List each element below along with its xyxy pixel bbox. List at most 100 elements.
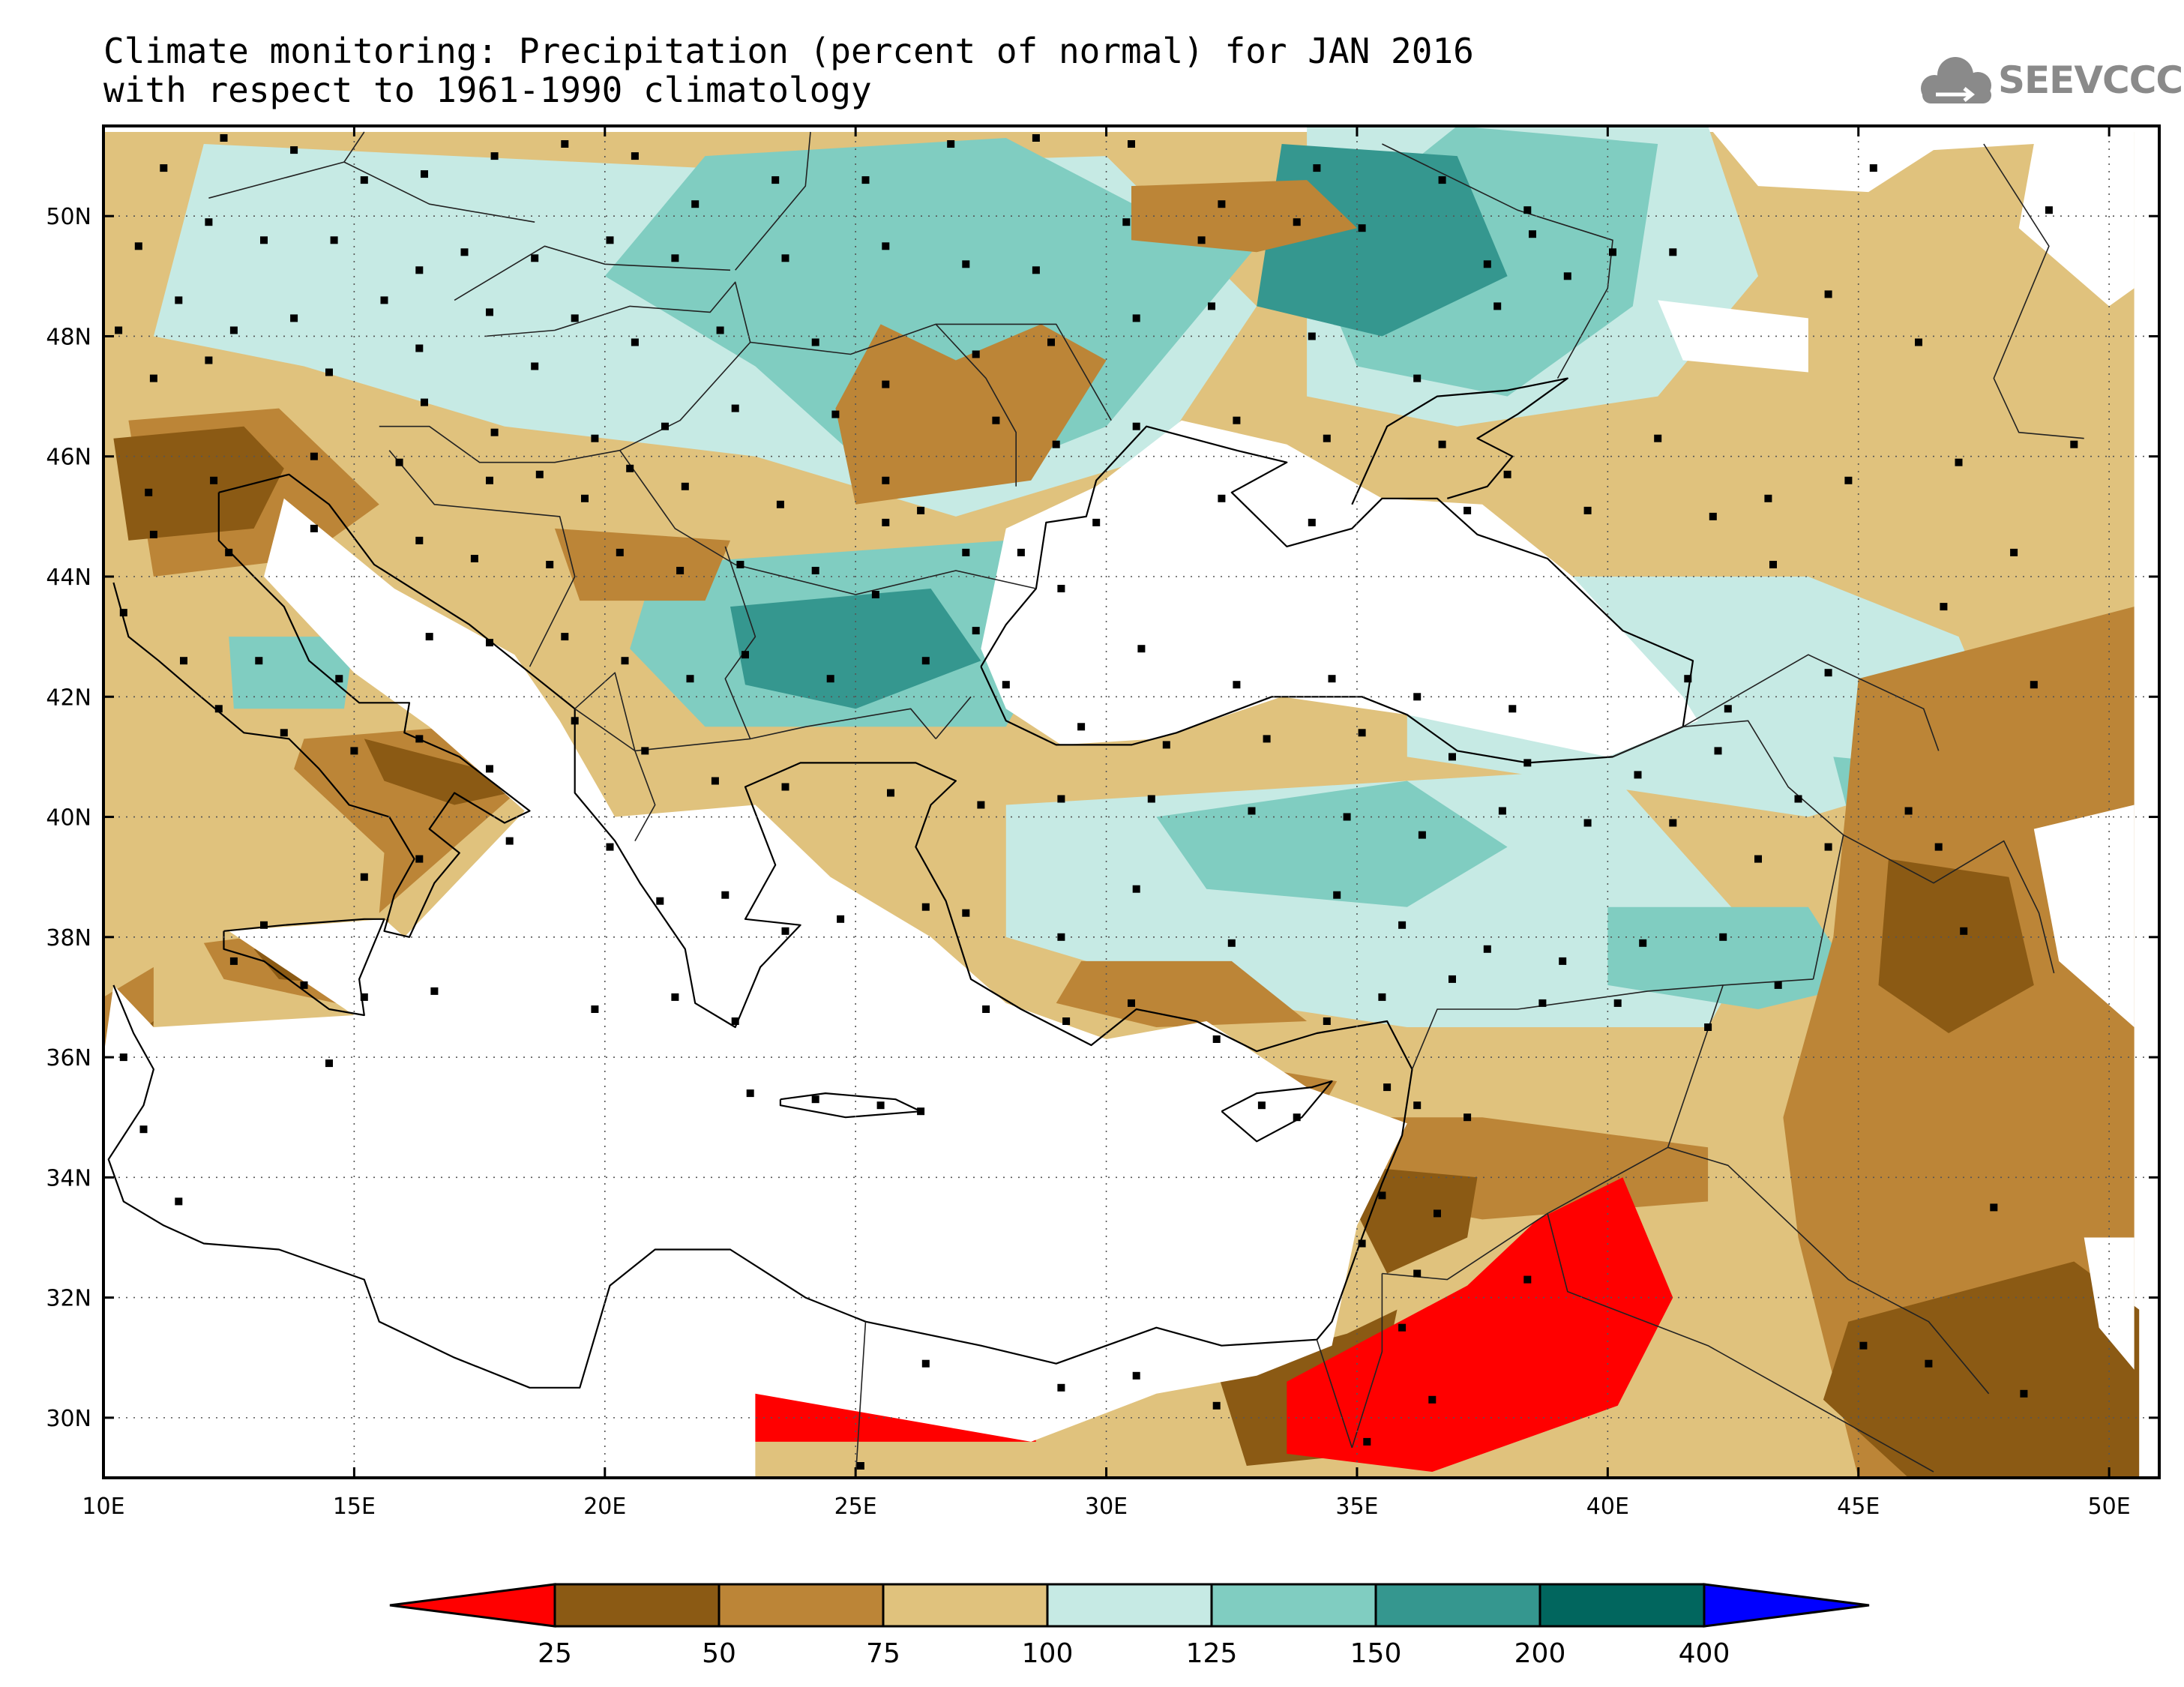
station-177 — [360, 873, 368, 881]
colorbar-label: 400 — [1679, 1638, 1730, 1669]
station-35 — [1122, 218, 1131, 226]
station-163 — [887, 789, 894, 797]
precip-region-40 — [981, 420, 1698, 757]
station-128 — [1724, 705, 1732, 713]
station-15 — [1313, 164, 1321, 172]
border-7 — [619, 450, 1037, 595]
lat-tick-label: 38N — [46, 925, 91, 951]
station-13 — [1128, 140, 1135, 148]
precipitation-fields — [103, 126, 2140, 1478]
station-94 — [681, 482, 689, 490]
station-199 — [300, 981, 308, 989]
coastline-0 — [107, 473, 1413, 1389]
station-87 — [210, 476, 218, 484]
station-40 — [1563, 272, 1571, 280]
lon-tick-label: 50E — [2088, 1494, 2131, 1520]
precip-region-5 — [604, 138, 1257, 487]
station-127 — [1684, 675, 1692, 683]
colorbar-swatch — [1374, 1583, 1541, 1628]
precip-region-39 — [103, 126, 1407, 1478]
station-106 — [1769, 561, 1777, 568]
station-83 — [1844, 476, 1853, 484]
station-232 — [1358, 1239, 1366, 1248]
station-110 — [225, 548, 233, 556]
station-160 — [641, 747, 649, 755]
station-93 — [626, 464, 634, 472]
station-193 — [1559, 957, 1567, 965]
station-118 — [811, 567, 819, 574]
station-170 — [1498, 807, 1506, 815]
precip-region-8 — [1156, 781, 1508, 907]
colorbar-left-arrow — [389, 1583, 556, 1628]
station-185 — [921, 903, 930, 911]
station-234 — [1428, 1395, 1437, 1404]
station-108 — [2010, 548, 2018, 556]
station-162 — [781, 783, 789, 791]
station-161 — [711, 777, 719, 785]
station-153 — [1904, 807, 1913, 815]
station-107 — [1940, 603, 1948, 611]
station-136 — [486, 639, 493, 647]
station-31 — [781, 254, 789, 262]
station-85 — [2070, 440, 2078, 448]
station-209 — [1323, 1017, 1331, 1025]
station-14 — [1218, 200, 1226, 208]
precip-region-34 — [1823, 1261, 2140, 1478]
station-77 — [1233, 416, 1241, 424]
precip-region-25 — [835, 324, 1107, 505]
station-179 — [505, 837, 514, 845]
station-183 — [781, 927, 789, 935]
colorbar: 25 50 75 100 125 150 200 400 — [389, 1583, 1870, 1669]
colorbar-swatch — [553, 1583, 721, 1628]
station-150 — [1634, 771, 1642, 779]
station-200 — [360, 993, 368, 1001]
colorbar-label: 125 — [1186, 1638, 1238, 1669]
station-241 — [1057, 1383, 1065, 1392]
lat-tick-label: 46N — [46, 445, 91, 471]
station-182 — [721, 891, 729, 899]
station-38 — [1358, 224, 1366, 232]
station-92 — [581, 494, 589, 502]
station-70 — [661, 422, 669, 430]
station-228 — [1378, 1191, 1386, 1200]
station-174 — [1824, 843, 1832, 851]
station-54 — [972, 350, 980, 358]
station-90 — [486, 476, 493, 484]
station-238 — [1925, 1359, 1933, 1368]
station-47 — [486, 308, 493, 316]
colorbar-label: 50 — [702, 1638, 736, 1669]
station-203 — [671, 993, 679, 1001]
station-101 — [1218, 494, 1226, 502]
lat-tick-label: 40N — [46, 805, 91, 832]
station-37 — [1293, 218, 1301, 226]
station-80 — [1503, 470, 1511, 478]
station-137 — [561, 633, 569, 641]
station-9 — [771, 176, 780, 184]
lat-tick-label: 48N — [46, 324, 91, 350]
station-202 — [591, 1005, 599, 1013]
station-219 — [876, 1101, 885, 1110]
border-14 — [1612, 720, 1844, 980]
station-239 — [1859, 1341, 1868, 1350]
station-79 — [1438, 440, 1446, 448]
border-5 — [750, 323, 1017, 487]
station-73 — [882, 476, 890, 484]
station-176 — [260, 921, 268, 929]
station-22 — [134, 242, 142, 250]
station-12 — [1032, 134, 1040, 142]
station-230 — [1413, 1269, 1422, 1278]
station-67 — [421, 398, 428, 406]
station-157 — [415, 735, 424, 743]
station-181 — [656, 897, 664, 905]
logo-text: SEEVCCC — [1998, 58, 2183, 102]
lat-tick-label: 36N — [46, 1045, 91, 1071]
station-49 — [571, 314, 579, 322]
coastline-5 — [980, 425, 1694, 764]
station-213 — [1613, 999, 1622, 1007]
station-201 — [430, 987, 439, 995]
station-86 — [145, 488, 153, 496]
station-55 — [1047, 338, 1055, 346]
station-16 — [1438, 176, 1446, 184]
station-51 — [716, 326, 724, 334]
